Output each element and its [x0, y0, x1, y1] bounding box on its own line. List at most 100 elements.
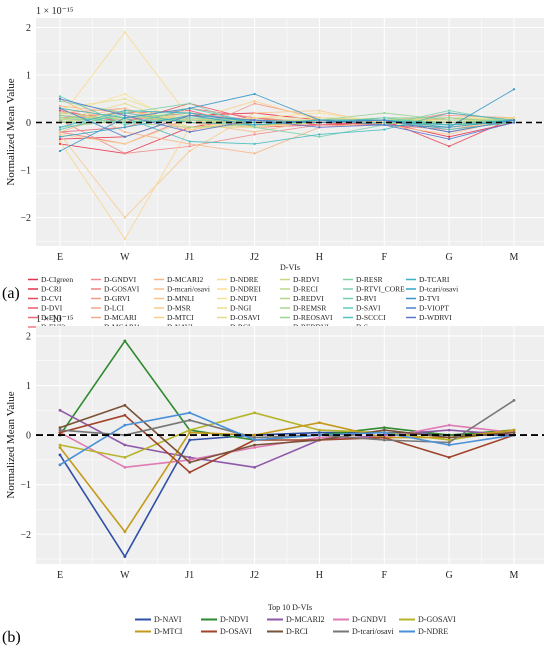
legend-label: D-SCCCI — [356, 313, 386, 322]
data-point — [253, 133, 256, 136]
data-point — [58, 104, 62, 107]
panel-a-x-ticks: E W J1 J2 H F G M — [57, 252, 519, 263]
y-tick-label: 0 — [26, 118, 31, 129]
legend-label: D-NDVI — [220, 615, 249, 624]
data-point — [448, 133, 451, 136]
legend-label: D-NDRE — [418, 627, 448, 636]
legend-label: D-SAVI — [356, 304, 381, 313]
x-tick-label: E — [57, 252, 63, 263]
y-tick-label: −2 — [20, 213, 31, 224]
legend-label: D-tcari/osavi — [352, 627, 395, 636]
data-point — [448, 138, 451, 141]
data-point — [58, 443, 62, 447]
legend-label: D-CRI — [41, 285, 62, 294]
data-point — [58, 97, 62, 100]
x-tick-label: J1 — [185, 570, 194, 581]
legend-label: D-TCARI — [419, 275, 450, 284]
data-point — [188, 460, 192, 464]
data-point — [447, 436, 451, 439]
panel-a-label: (a) — [2, 285, 20, 302]
panel-a-y-ticks: 2 1 0 −1 −2 — [20, 23, 31, 224]
data-point — [447, 455, 451, 459]
y-tick-label: −1 — [20, 166, 31, 177]
series-line — [59, 414, 515, 474]
y-tick-label: 0 — [26, 431, 31, 442]
y-tick-label: 1 — [26, 71, 31, 82]
data-point — [58, 128, 62, 131]
data-point — [318, 421, 321, 425]
series-line — [59, 404, 515, 464]
panel-a: 1 × 10⁻¹⁵ 2 1 0 −1 −2 E W J1 J2 H F G M Normalized … — [2, 6, 544, 332]
data-point — [188, 142, 191, 145]
data-point — [58, 133, 62, 136]
series-line — [59, 411, 515, 459]
series-line — [59, 110, 514, 123]
series-line — [59, 399, 515, 444]
data-point — [253, 142, 256, 145]
panel-b-y-ticks: 2 1 0 −1 −2 — [20, 331, 31, 540]
data-point — [318, 433, 321, 437]
data-point — [253, 465, 256, 469]
legend-label: D-LCI — [104, 304, 124, 313]
legend-label: D-mcari/osavi — [167, 285, 210, 294]
data-point — [123, 443, 127, 447]
data-point — [318, 116, 321, 119]
y-tick-label: 1 — [26, 381, 31, 392]
data-point — [58, 446, 62, 449]
data-point — [383, 116, 386, 119]
data-point — [448, 145, 451, 148]
data-point — [58, 426, 62, 430]
data-point — [188, 418, 192, 422]
data-point — [318, 428, 321, 432]
data-point — [188, 145, 191, 148]
panel-b-legend: D-NAVI D-NDVI D-MCARI2 D-GNDVI D-GOSAVI D-MTC… — [135, 615, 456, 636]
series-line — [59, 88, 515, 152]
data-point — [253, 130, 256, 134]
data-point — [253, 111, 256, 115]
series-line — [59, 421, 515, 533]
data-point — [253, 123, 256, 126]
data-point — [58, 408, 62, 412]
data-point — [253, 100, 256, 103]
data-point — [253, 116, 256, 119]
data-point — [512, 116, 516, 119]
x-tick-label: J1 — [185, 252, 194, 263]
legend-label: D-NDRE — [230, 275, 259, 284]
data-point — [58, 431, 62, 435]
data-point — [253, 102, 256, 105]
data-point — [58, 463, 62, 467]
data-point — [253, 433, 256, 437]
data-point — [123, 119, 126, 122]
series-line — [59, 112, 515, 154]
data-point — [512, 398, 516, 402]
data-point — [318, 436, 321, 439]
data-point — [58, 126, 62, 129]
x-tick-label: W — [120, 570, 130, 581]
panel-a-legend: D-CIgreenD-CRID-CVID-DVID-EVID-EVI2D-GND… — [28, 275, 458, 332]
data-point — [253, 152, 256, 155]
data-point — [123, 130, 126, 134]
data-point — [382, 431, 386, 435]
legend-label: D-MSR — [167, 304, 191, 313]
data-point — [123, 109, 126, 112]
data-point — [188, 458, 192, 462]
data-point — [382, 436, 386, 439]
data-point — [253, 92, 256, 96]
data-point — [188, 109, 191, 112]
data-point — [253, 443, 256, 447]
x-tick-label: G — [446, 252, 453, 263]
x-tick-label: M — [510, 570, 519, 581]
legend-label: D-GNDVI — [352, 615, 387, 624]
data-point — [123, 413, 127, 417]
x-tick-label: J2 — [250, 570, 259, 581]
legend-label: D-MNLI — [167, 294, 195, 303]
data-point — [512, 431, 516, 435]
panel-b-x-ticks: E W J1 J2 H F G M — [57, 570, 519, 581]
legend-label: D-GRVI — [104, 294, 130, 303]
data-point — [382, 438, 386, 442]
data-point — [253, 119, 256, 122]
x-tick-label: H — [316, 252, 323, 263]
data-point — [58, 130, 62, 134]
data-point — [448, 130, 451, 134]
